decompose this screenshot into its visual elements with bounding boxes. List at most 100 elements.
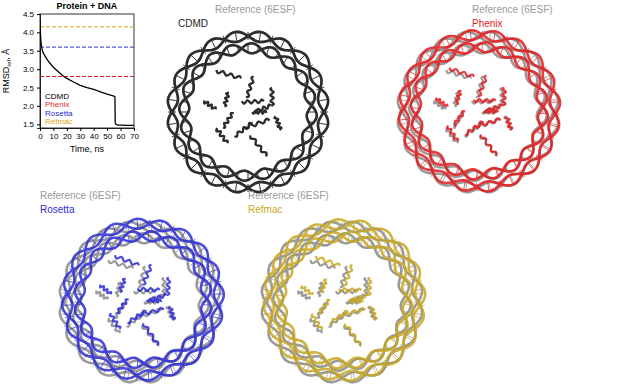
dna-strand — [168, 32, 328, 192]
base-pair — [208, 160, 213, 166]
dna-strand — [181, 43, 315, 180]
base-pair — [406, 257, 413, 262]
base-pair — [69, 269, 77, 272]
base-pair — [235, 183, 236, 191]
protein-helix — [446, 126, 458, 141]
x-tick-mark — [80, 128, 81, 131]
base-pair — [201, 47, 206, 53]
base-pair — [486, 170, 488, 178]
base-pair — [515, 41, 519, 48]
protein-helix — [142, 323, 160, 345]
base-pair — [327, 370, 329, 378]
protein-helix — [344, 326, 360, 347]
base-pair — [283, 160, 288, 166]
base-pair — [77, 283, 85, 285]
base-pair — [237, 45, 238, 53]
base-pair — [248, 32, 249, 40]
base-pair — [210, 269, 217, 273]
y-tick-mark — [37, 88, 40, 89]
y-tick-mark — [37, 51, 40, 52]
x-tick: 70 — [130, 128, 139, 141]
base-pair — [276, 259, 283, 263]
protein-helix — [117, 299, 129, 315]
base-pair — [433, 61, 439, 67]
base-pair — [416, 305, 424, 307]
base-pair — [320, 112, 328, 113]
base-pair — [308, 242, 313, 249]
base-pair — [400, 273, 407, 277]
base-pair — [208, 57, 213, 63]
y-axis-line — [37, 15, 41, 129]
base-pair — [383, 345, 389, 351]
base-pair — [416, 87, 424, 90]
protein-helix — [204, 101, 216, 110]
base-pair — [466, 169, 468, 177]
base-pair — [452, 178, 455, 186]
base-pair — [296, 72, 302, 77]
base-pair — [316, 134, 324, 136]
reference-structure — [168, 32, 328, 192]
base-pair — [281, 41, 285, 48]
base-pair — [382, 361, 387, 368]
base-pair — [505, 36, 508, 44]
base-pair — [413, 97, 421, 99]
base-pair — [101, 360, 105, 367]
chart-title: Protein + DNA — [57, 1, 118, 11]
x-tick: 40 — [90, 128, 99, 141]
base-pair — [168, 112, 176, 113]
base-pair — [531, 140, 538, 144]
base-pair — [281, 176, 285, 183]
base-pair — [517, 57, 522, 64]
base-pair — [421, 159, 427, 165]
base-pair — [124, 369, 126, 377]
base-pair — [203, 304, 211, 306]
base-pair — [200, 64, 206, 70]
base-pair — [101, 231, 106, 238]
protein-helix — [115, 303, 126, 318]
base-pair — [512, 161, 517, 168]
base-pair — [149, 220, 151, 228]
base-pair — [217, 52, 221, 59]
y-tick: 3.0 — [23, 65, 40, 74]
base-pair — [290, 170, 295, 176]
dna-strand — [168, 32, 328, 192]
base-pair — [259, 33, 260, 41]
protein-helix — [250, 136, 266, 157]
base-pair — [197, 347, 204, 352]
protein-helix — [350, 293, 368, 303]
base-pair — [414, 127, 422, 130]
base-pair — [235, 33, 236, 41]
base-pair — [82, 247, 89, 252]
base-pair — [296, 72, 302, 77]
base-pair — [265, 294, 273, 296]
base-pair — [165, 355, 169, 362]
base-pair — [328, 234, 331, 242]
base-pair — [257, 171, 258, 179]
base-pair — [390, 255, 396, 261]
y-tick-label: 4.5 — [23, 10, 35, 19]
protein-helix — [250, 136, 266, 157]
base-pair — [458, 34, 461, 42]
base-pair — [85, 330, 92, 335]
protein-helix — [436, 97, 448, 106]
base-pair — [375, 242, 379, 249]
series-line — [40, 26, 134, 27]
base-pair — [183, 65, 189, 70]
base-pair — [425, 52, 431, 58]
base-pair — [283, 57, 288, 63]
base-pair — [248, 172, 249, 180]
x-axis: 010203040506070 — [38, 128, 139, 141]
base-pair — [65, 315, 73, 318]
x-tick-mark — [134, 128, 135, 131]
base-pair — [248, 44, 249, 52]
base-pair — [306, 65, 312, 70]
base-pair — [447, 52, 451, 59]
base-pair — [279, 314, 287, 317]
y-tick-mark — [37, 69, 40, 70]
base-pair — [193, 147, 199, 152]
base-pair — [404, 294, 412, 296]
base-pair — [416, 292, 424, 294]
protein-helix — [204, 101, 216, 110]
protein-helix — [480, 134, 497, 156]
base-pair — [198, 247, 204, 253]
